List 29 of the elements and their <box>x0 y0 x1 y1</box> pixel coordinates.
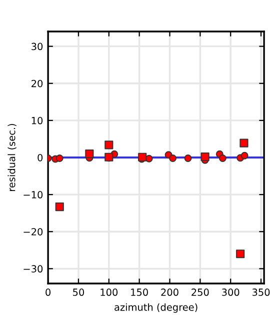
y-tick-label: 10 <box>32 116 43 124</box>
y-tick-label: 0 <box>38 154 43 162</box>
point <box>138 152 147 162</box>
point <box>236 250 245 258</box>
point <box>218 154 226 162</box>
x-tick-label: 350 <box>252 288 270 296</box>
y-tick-label: 30 <box>32 42 43 50</box>
x-tick-label: 50 <box>73 288 84 296</box>
x-tick-label: 200 <box>161 288 178 296</box>
point <box>55 202 64 212</box>
x-tick-label: 300 <box>222 288 240 296</box>
point <box>200 152 210 162</box>
x-tick-label: 250 <box>192 288 209 296</box>
x-tick-label: 100 <box>100 288 118 296</box>
y-tick-label: −20 <box>24 228 43 236</box>
point <box>85 150 94 158</box>
point <box>240 152 248 160</box>
point <box>169 154 177 162</box>
x-tick-label: 0 <box>46 288 51 296</box>
x-axis-title: azimuth (degree) <box>114 303 198 313</box>
point <box>240 138 248 148</box>
point <box>104 140 114 150</box>
y-axis-title: residual (sec.) <box>8 124 16 191</box>
point <box>56 154 64 162</box>
y-tick-label: 20 <box>32 80 43 88</box>
y-tick-label: −30 <box>24 265 43 273</box>
y-tick-label: −10 <box>24 191 43 198</box>
x-tick-label: 150 <box>131 288 148 296</box>
point <box>184 154 192 162</box>
